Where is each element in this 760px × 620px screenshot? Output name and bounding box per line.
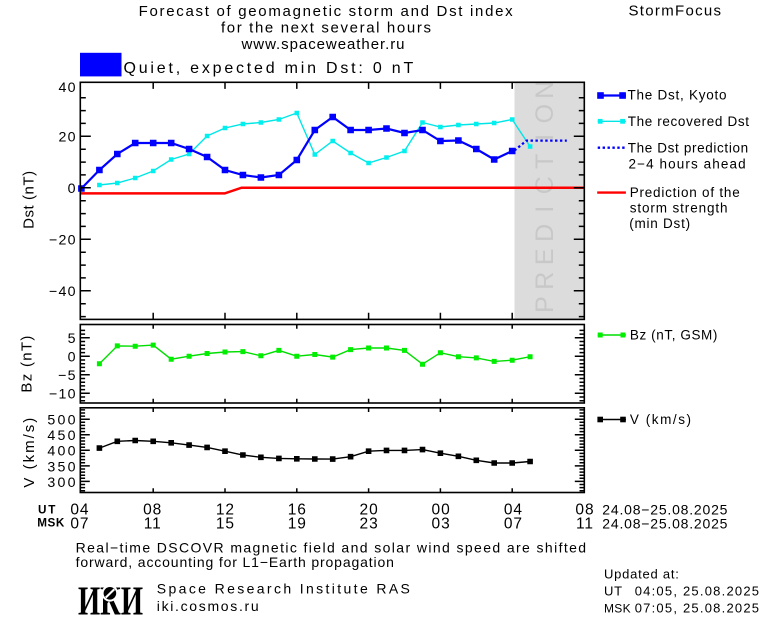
svg-text:20: 20 [59,130,77,146]
svg-text:03: 03 [432,516,451,533]
svg-text:Dst (nT): Dst (nT) [21,170,38,229]
svg-text:MSK: MSK [604,601,631,615]
svg-text:V (km/s): V (km/s) [630,412,693,427]
svg-text:The recovered Dst: The recovered Dst [628,114,750,129]
svg-text:P: P [531,296,559,313]
svg-text:Prediction of the: Prediction of the [630,185,741,200]
svg-text:Forecast of geomagnetic storm: Forecast of geomagnetic storm and Dst in… [139,3,515,20]
svg-text:400: 400 [47,444,77,460]
svg-text:N: N [531,81,559,99]
svg-text:350: 350 [47,459,77,475]
svg-text:450: 450 [47,428,77,444]
svg-text:www.spaceweather.ru: www.spaceweather.ru [241,36,406,53]
svg-text:11: 11 [576,516,594,533]
svg-text:(min Dst): (min Dst) [629,216,691,231]
svg-text:V (km/s): V (km/s) [21,416,38,488]
svg-text:Updated at:: Updated at: [604,567,680,582]
svg-text:08: 08 [575,502,594,519]
svg-text:00: 00 [432,502,451,519]
svg-text:−5: −5 [58,368,77,384]
svg-text:Space Research Institute RAS: Space Research Institute RAS [157,580,412,596]
svg-text:15: 15 [216,516,235,533]
svg-text:The Dst prediction: The Dst prediction [628,141,749,156]
svg-text:24.08−25.08.2025: 24.08−25.08.2025 [602,516,728,532]
svg-text:12: 12 [216,502,235,519]
svg-text:Quiet, expected min Dst: 0 nT: Quiet, expected min Dst: 0 nT [124,60,417,77]
svg-text:MSK: MSK [37,517,65,530]
svg-text:forward, accounting for L1−Ear: forward, accounting for L1−Earth propaga… [76,554,395,570]
svg-text:04: 04 [504,502,523,519]
svg-text:UT: UT [604,583,623,598]
svg-text:5: 5 [68,331,77,347]
svg-text:08: 08 [143,502,162,519]
svg-text:07: 07 [70,516,89,533]
svg-text:−20: −20 [49,233,77,249]
svg-text:Bz (nT): Bz (nT) [19,334,36,392]
svg-text:D: D [531,224,559,242]
svg-text:for the next several hours: for the next several hours [221,19,433,36]
svg-text:O: O [531,104,559,123]
svg-text:16: 16 [288,502,307,519]
svg-text:0: 0 [68,350,77,366]
svg-text:The Dst, Kyoto: The Dst, Kyoto [628,88,728,103]
svg-text:I: I [531,206,559,213]
svg-text:R: R [531,272,559,290]
svg-text:07:05, 25.08.2025: 07:05, 25.08.2025 [635,600,760,615]
svg-text:04:05, 25.08.2025: 04:05, 25.08.2025 [635,583,760,598]
svg-text:2−4 hours ahead: 2−4 hours ahead [629,156,747,171]
svg-text:19: 19 [288,516,307,533]
svg-text:C: C [531,176,559,194]
svg-text:StormFocus: StormFocus [629,3,723,20]
svg-text:500: 500 [47,413,77,429]
svg-text:I: I [531,134,559,141]
svg-text:11: 11 [144,516,162,533]
svg-text:−10: −10 [49,387,77,403]
svg-text:T: T [531,154,559,169]
svg-text:300: 300 [47,475,77,491]
svg-text:Real−time DSCOVR magnetic fiel: Real−time DSCOVR magnetic field and sola… [76,539,588,555]
svg-text:24.08−25.08.2025: 24.08−25.08.2025 [602,502,728,518]
svg-text:−40: −40 [49,284,77,300]
svg-text:E: E [531,248,559,265]
svg-text:20: 20 [360,502,379,519]
svg-text:Bz (nT, GSM): Bz (nT, GSM) [630,328,718,343]
svg-text:0: 0 [68,181,77,197]
svg-text:storm strength: storm strength [630,201,729,216]
svg-text:iki.cosmos.ru: iki.cosmos.ru [157,598,261,614]
svg-text:07: 07 [504,516,523,533]
svg-text:40: 40 [59,80,77,96]
svg-text:23: 23 [360,516,379,533]
svg-text:UT: UT [38,504,57,517]
svg-text:04: 04 [70,502,89,519]
